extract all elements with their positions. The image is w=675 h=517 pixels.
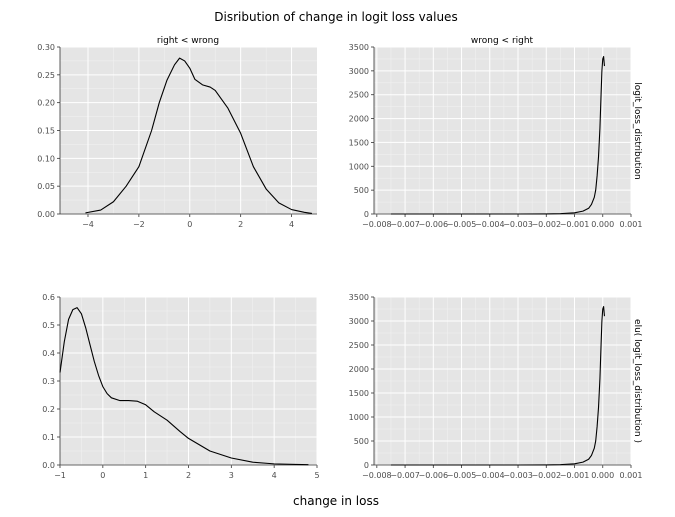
x-tick-label: −0.008	[362, 471, 392, 480]
x-tick-label: 1	[143, 471, 148, 480]
y-tick-label: 0.05	[37, 182, 55, 191]
chart-title: Disribution of change in logit loss valu…	[214, 10, 457, 24]
y-tick-label: 0.00	[37, 210, 55, 219]
strip-label-right-wrong: right < wrong	[157, 36, 219, 46]
x-tick-label: −0.008	[362, 220, 392, 229]
x-tick-label: −0.006	[419, 471, 449, 480]
x-tick-label: −0.004	[475, 220, 505, 229]
x-tick-label: −2	[133, 220, 145, 229]
y-tick-label: 0.4	[42, 349, 55, 358]
strip-label-elu-logit-loss: elu( logit_loss_distribution )	[632, 319, 642, 443]
x-tick-label: 2	[186, 471, 191, 480]
density-line	[59, 307, 309, 466]
y-tick-label: 0.30	[37, 43, 55, 52]
x-tick-label: −0.002	[531, 471, 561, 480]
y-tick-label: 500	[354, 186, 369, 195]
y-tick-label: 0.1	[42, 433, 55, 442]
y-tick-label: 0.20	[37, 99, 55, 108]
x-axis-title: change in loss	[293, 494, 379, 508]
x-tick-label: −0.005	[447, 471, 477, 480]
y-tick-label: 3500	[349, 43, 369, 52]
y-tick-label: 0.6	[42, 293, 55, 302]
y-tick-label: 2500	[349, 91, 369, 100]
x-tick-label: 4	[289, 220, 294, 229]
x-tick-label: −0.003	[503, 220, 533, 229]
x-tick-label: 2	[238, 220, 243, 229]
y-tick-label: 1000	[349, 413, 369, 422]
x-tick-label: 3	[229, 471, 234, 480]
x-tick-label: −0.007	[390, 220, 420, 229]
x-tick-label: −0.006	[419, 220, 449, 229]
y-tick-label: 1000	[349, 162, 369, 171]
y-tick-label: 500	[354, 437, 369, 446]
density-line	[390, 306, 605, 466]
y-tick-label: 3000	[349, 67, 369, 76]
x-tick-label: 0.001	[620, 471, 643, 480]
y-tick-label: 0.25	[37, 71, 55, 80]
x-tick-label: 0.001	[620, 220, 643, 229]
x-tick-label: −1	[54, 471, 66, 480]
y-tick-label: 0.3	[42, 377, 55, 386]
y-tick-label: 3000	[349, 317, 369, 326]
x-tick-label: 0.000	[591, 471, 614, 480]
strip-label-wrong-right: wrong < right	[471, 36, 534, 46]
strip-label-logit-loss: logit_loss_distribution	[632, 82, 642, 179]
y-tick-label: 2000	[349, 365, 369, 374]
x-tick-label: −0.001	[560, 220, 590, 229]
y-tick-label: 0	[364, 210, 369, 219]
panel-top-right: −0.008−0.007−0.006−0.005−0.004−0.003−0.0…	[349, 43, 643, 229]
x-tick-label: −0.005	[447, 220, 477, 229]
y-tick-label: 0	[364, 461, 369, 470]
x-tick-label: −0.007	[390, 471, 420, 480]
y-tick-label: 1500	[349, 138, 369, 147]
y-tick-label: 3500	[349, 293, 369, 302]
panel-top-left: −4 −2 0 2 4 0.00 0.05 0.10 0.15 0.20 0.25 0.30	[37, 43, 317, 229]
x-tick-label: 0	[187, 220, 192, 229]
density-line	[390, 55, 605, 215]
y-tick-label: 1500	[349, 389, 369, 398]
x-tick-label: 0.000	[591, 220, 614, 229]
x-tick-label: −0.001	[560, 471, 590, 480]
density-line	[85, 57, 312, 214]
x-tick-label: −0.004	[475, 471, 505, 480]
x-tick-label: 5	[314, 471, 319, 480]
y-tick-label: 0.10	[37, 154, 55, 163]
y-tick-label: 2000	[349, 115, 369, 124]
x-tick-label: −0.003	[503, 471, 533, 480]
panel-bottom-left: −1 0 1 2 3 4 5 0.0 0.1 0.2 0.3 0.4 0.5 0.6	[42, 293, 319, 480]
x-tick-label: 4	[272, 471, 277, 480]
y-tick-label: 0.0	[42, 461, 55, 470]
y-tick-label: 0.15	[37, 127, 55, 136]
y-tick-label: 0.2	[42, 405, 55, 414]
x-tick-label: −0.002	[531, 220, 561, 229]
y-tick-label: 2500	[349, 341, 369, 350]
y-tick-label: 0.5	[42, 321, 55, 330]
panel-bottom-right: −0.008−0.007−0.006−0.005−0.004−0.003−0.0…	[349, 293, 643, 480]
x-tick-label: 0	[100, 471, 105, 480]
x-tick-label: −4	[82, 220, 94, 229]
